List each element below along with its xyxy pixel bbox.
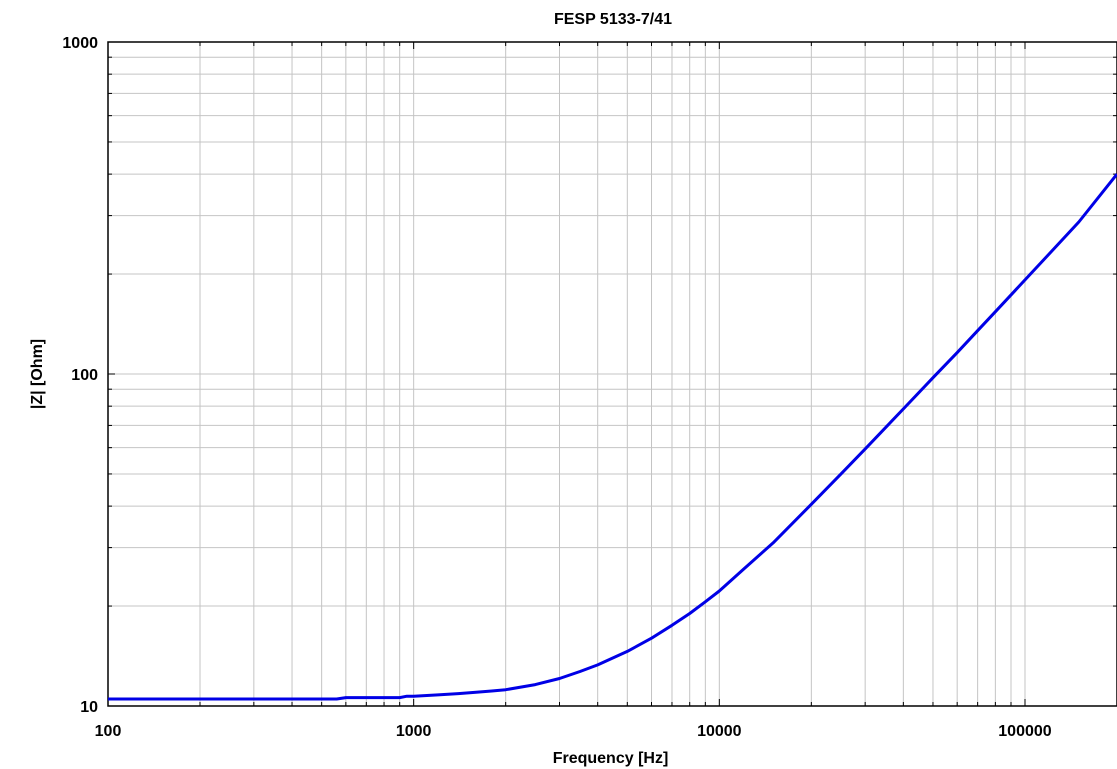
x-tick-label: 10000 [697, 723, 742, 740]
y-tick-label: 100 [71, 367, 98, 384]
x-tick-label: 1000 [396, 723, 432, 740]
chart-subtitle: FESP 5133-7/41 [554, 11, 672, 28]
series-layer [108, 173, 1117, 701]
axis-ticks [107, 41, 1117, 707]
series-line-impedance [108, 173, 1117, 701]
tick-labels: 100 1000 10000 100000 10 100 1000 [62, 35, 1051, 740]
y-axis-label: |Z| [Ohm] [29, 339, 46, 409]
x-tick-label: 100000 [998, 723, 1051, 740]
y-tick-label: 1000 [62, 35, 98, 52]
grid [108, 42, 1117, 706]
x-axis-label: Frequency [Hz] [553, 750, 669, 767]
y-tick-label: 10 [80, 699, 98, 716]
x-tick-label: 100 [95, 723, 122, 740]
